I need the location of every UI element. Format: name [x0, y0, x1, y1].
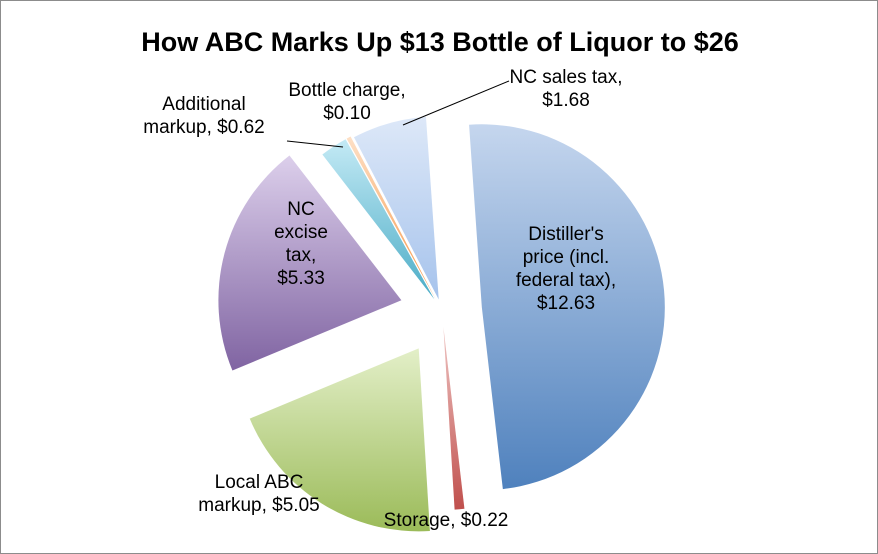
pie-slice — [346, 136, 436, 299]
slice-label-line: $5.33 — [277, 268, 325, 289]
slice-label-line: Storage, $0.22 — [383, 510, 509, 531]
slice-label-line: federal tax), — [515, 270, 617, 291]
pie-slice — [469, 124, 665, 490]
slice-label-line: $12.63 — [536, 293, 596, 314]
slice-label-line: Local ABC — [214, 472, 304, 493]
pie-slice — [322, 139, 435, 300]
slice-label-line: Bottle charge, — [288, 80, 406, 101]
slice-label-line: NC sales tax, — [509, 67, 623, 88]
chart-title: How ABC Marks Up $13 Bottle of Liquor to… — [141, 27, 739, 57]
pie-slice — [443, 326, 465, 510]
slice-label: NC sales tax, $1.68 — [496, 66, 636, 112]
pie-slice — [218, 155, 402, 371]
label-connector-line — [286, 140, 344, 148]
slice-label: Storage, $0.22 — [366, 509, 526, 532]
slice-label-line: NC — [287, 199, 315, 220]
slice-label-line: price (incl. — [522, 247, 610, 268]
slice-label-line: markup, $0.62 — [143, 117, 265, 138]
slice-label-line: markup, $5.05 — [198, 495, 320, 516]
slice-label: Distiller's price (incl. federal tax), $12.… — [506, 223, 626, 315]
slice-label: Local ABC markup, $5.05 — [179, 471, 339, 517]
pie-slice — [353, 116, 439, 300]
slice-label-line: Additional — [162, 94, 246, 115]
slice-label-line: Distiller's — [528, 224, 604, 245]
slice-label: Additional markup, $0.62 — [129, 93, 279, 139]
pie-slice — [249, 348, 430, 532]
slice-label-line: tax, — [285, 245, 317, 266]
slice-label-line: excise — [274, 222, 328, 243]
label-connector-line — [402, 80, 510, 126]
slice-label-line: $0.10 — [323, 103, 371, 124]
slice-label-line: $1.68 — [542, 90, 590, 111]
slice-label: NC excise tax, $5.33 — [266, 198, 336, 290]
slice-label: Bottle charge, $0.10 — [277, 79, 417, 125]
